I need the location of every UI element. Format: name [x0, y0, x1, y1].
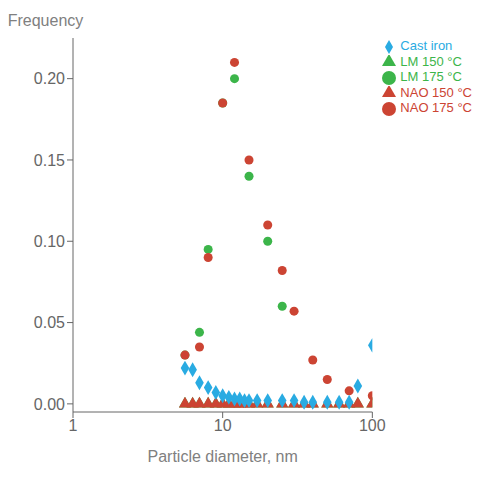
svg-text:100: 100 — [359, 417, 386, 434]
html-text:LM 150 °C: LM 150 °C — [400, 53, 462, 69]
svg-text:10: 10 — [214, 417, 232, 434]
svg-text:0.05: 0.05 — [34, 314, 65, 331]
svg-text:1: 1 — [69, 417, 78, 434]
svg-text:0.20: 0.20 — [34, 70, 65, 87]
svg-text:0.00: 0.00 — [34, 396, 65, 413]
html-text:LM 175 °C: LM 175 °C — [400, 69, 462, 85]
html-text:NAO 175 °C: NAO 175 °C — [400, 100, 472, 116]
html-text:Cast iron: Cast iron — [400, 38, 453, 53]
html-text:NAO 150 °C: NAO 150 °C — [400, 84, 472, 100]
svg-text:Particle diameter, nm: Particle diameter, nm — [148, 448, 298, 465]
svg-text:0.15: 0.15 — [34, 152, 65, 169]
svg-text:Frequency: Frequency — [8, 12, 83, 29]
svg-text:0.10: 0.10 — [34, 233, 65, 250]
